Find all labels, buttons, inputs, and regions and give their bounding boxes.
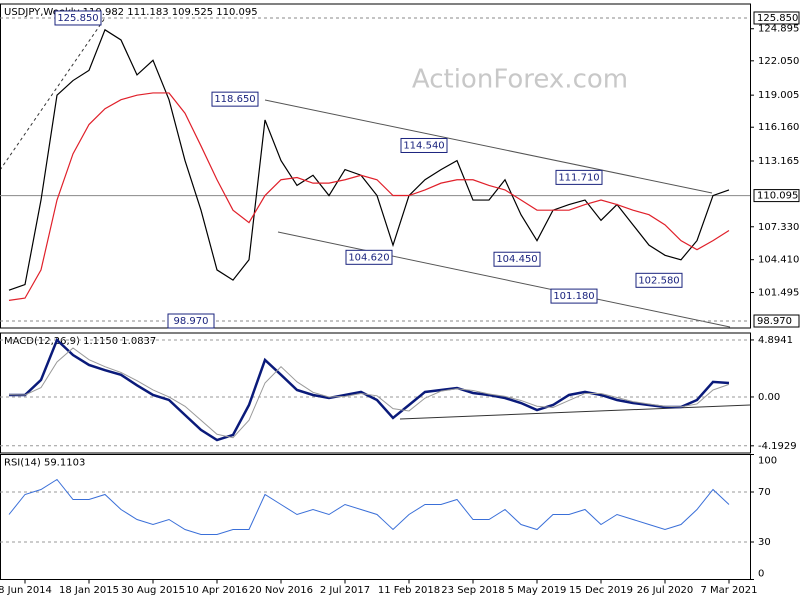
y-tick-label: 124.895 — [758, 24, 799, 35]
annotation-box — [400, 137, 448, 153]
series-line — [8, 28, 730, 291]
y-tick-label: 70 — [758, 487, 771, 498]
y-tick-label: 0.00 — [758, 392, 780, 403]
x-tick-label: 18 Jan 2015 — [59, 585, 119, 596]
panel-frame — [0, 3, 751, 329]
annotation-label: 114.540 — [403, 140, 444, 151]
level-label: 110.095 — [757, 191, 798, 202]
x-tick-label: 15 Dec 2019 — [569, 585, 633, 596]
annotation-label: 125.850 — [57, 13, 98, 24]
annotation-box — [54, 10, 102, 26]
watermark: ActionForex.com — [412, 65, 628, 95]
y-tick-label: 119.005 — [758, 90, 799, 101]
series-line — [9, 337, 730, 442]
annotation-label: 104.620 — [348, 252, 389, 263]
x-tick-label: 26 Jul 2020 — [637, 585, 694, 596]
y-tick-label: 100 — [758, 456, 777, 467]
annotation-box — [555, 169, 603, 185]
annotation-label: 111.710 — [558, 172, 599, 183]
annotation-box — [167, 313, 215, 329]
panel-frame — [0, 332, 751, 454]
panel-frame — [0, 454, 751, 580]
x-tick-label: 2 Jul 2017 — [320, 585, 370, 596]
x-tick-label: 10 Apr 2016 — [186, 585, 248, 596]
annotation-box — [635, 272, 683, 288]
x-tick-label: 20 Nov 2016 — [249, 585, 313, 596]
panel-title: USDJPY,Weekly 110.982 111.183 109.525 11… — [4, 7, 258, 18]
trend-line — [264, 99, 713, 194]
annotation-box — [493, 251, 541, 267]
y-tick-label: 4.8941 — [758, 335, 793, 346]
trend-line — [399, 404, 751, 420]
annotation-label: 101.180 — [553, 291, 594, 302]
level-label-box — [753, 314, 800, 328]
y-tick-label: 116.160 — [758, 122, 799, 133]
level-label: 98.970 — [757, 316, 792, 327]
y-tick-label: 30 — [758, 537, 771, 548]
y-tick-label: 122.050 — [758, 56, 799, 67]
y-tick-label: 107.330 — [758, 222, 799, 233]
series-line — [8, 478, 730, 535]
x-tick-label: 7 Mar 2021 — [700, 585, 757, 596]
level-label-box — [753, 189, 800, 203]
level-label: 125.850 — [757, 13, 798, 24]
annotation-label: 104.450 — [496, 254, 537, 265]
series-line — [8, 347, 730, 439]
x-tick-label: 8 Jun 2014 — [0, 585, 52, 596]
annotation-box — [345, 249, 393, 265]
y-tick-label: 0 — [758, 569, 764, 580]
annotation-label: 102.580 — [638, 275, 679, 286]
annotation-box — [211, 91, 259, 107]
level-label-box — [753, 11, 800, 25]
trend-line — [0, 17, 106, 171]
x-tick-label: 23 Sep 2018 — [441, 585, 504, 596]
y-tick-label: -4.1929 — [758, 441, 797, 452]
annotation-box — [550, 288, 598, 304]
trend-line — [277, 231, 731, 328]
x-tick-label: 11 Feb 2018 — [378, 585, 440, 596]
y-tick-label: 104.410 — [758, 255, 799, 266]
annotation-label: 98.970 — [174, 316, 209, 327]
y-tick-label: 101.495 — [758, 288, 799, 299]
series-line — [8, 92, 730, 301]
x-tick-label: 5 May 2019 — [508, 585, 567, 596]
panel-title: RSI(14) 59.1103 — [4, 458, 85, 469]
x-tick-label: 30 Aug 2015 — [121, 585, 185, 596]
panel-title: MACD(12,26,9) 1.1150 1.0837 — [4, 336, 156, 347]
annotation-label: 118.650 — [214, 94, 255, 105]
y-tick-label: 113.165 — [758, 156, 799, 167]
